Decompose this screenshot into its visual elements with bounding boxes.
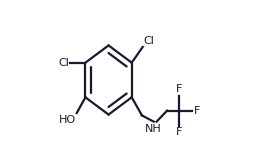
Text: Cl: Cl <box>143 36 154 46</box>
Text: Cl: Cl <box>58 58 69 68</box>
Text: NH: NH <box>145 124 162 134</box>
Text: F: F <box>193 106 200 116</box>
Text: F: F <box>176 84 182 94</box>
Text: F: F <box>176 127 182 137</box>
Text: HO: HO <box>59 115 76 125</box>
